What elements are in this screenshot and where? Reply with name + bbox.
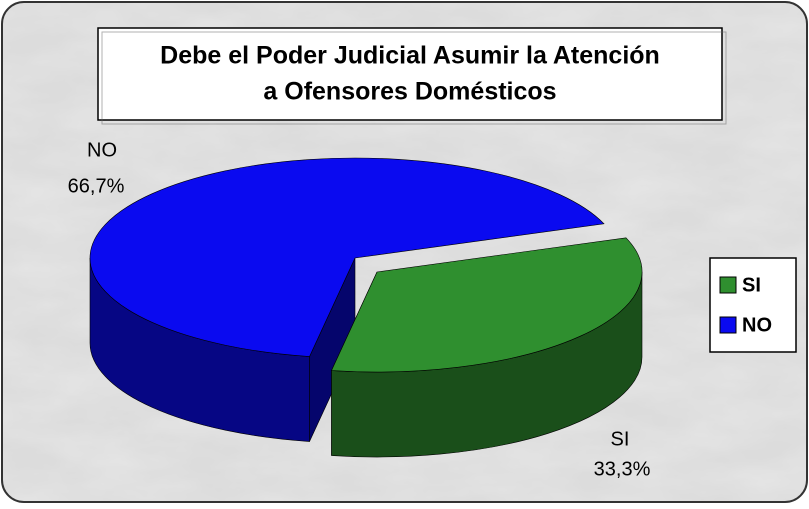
title-box [97, 27, 723, 121]
data-label: 33,3% [594, 458, 651, 480]
data-label: 66,7% [68, 175, 125, 197]
data-label-name: NO [87, 139, 117, 161]
legend-swatch [719, 276, 737, 294]
slice [89, 157, 605, 357]
slice [331, 237, 643, 373]
legend-label: NO [742, 314, 772, 336]
title-shadow [101, 31, 727, 125]
data-label-name: SI [611, 428, 630, 450]
legend-swatch [719, 316, 737, 334]
legend-label: SI [742, 274, 761, 296]
chart-title: Debe el Poder Judicial Asumir la Atenció… [160, 42, 660, 70]
pie [89, 157, 643, 458]
chart-title: a Ofensores Domésticos [263, 78, 556, 106]
legend [709, 257, 797, 353]
